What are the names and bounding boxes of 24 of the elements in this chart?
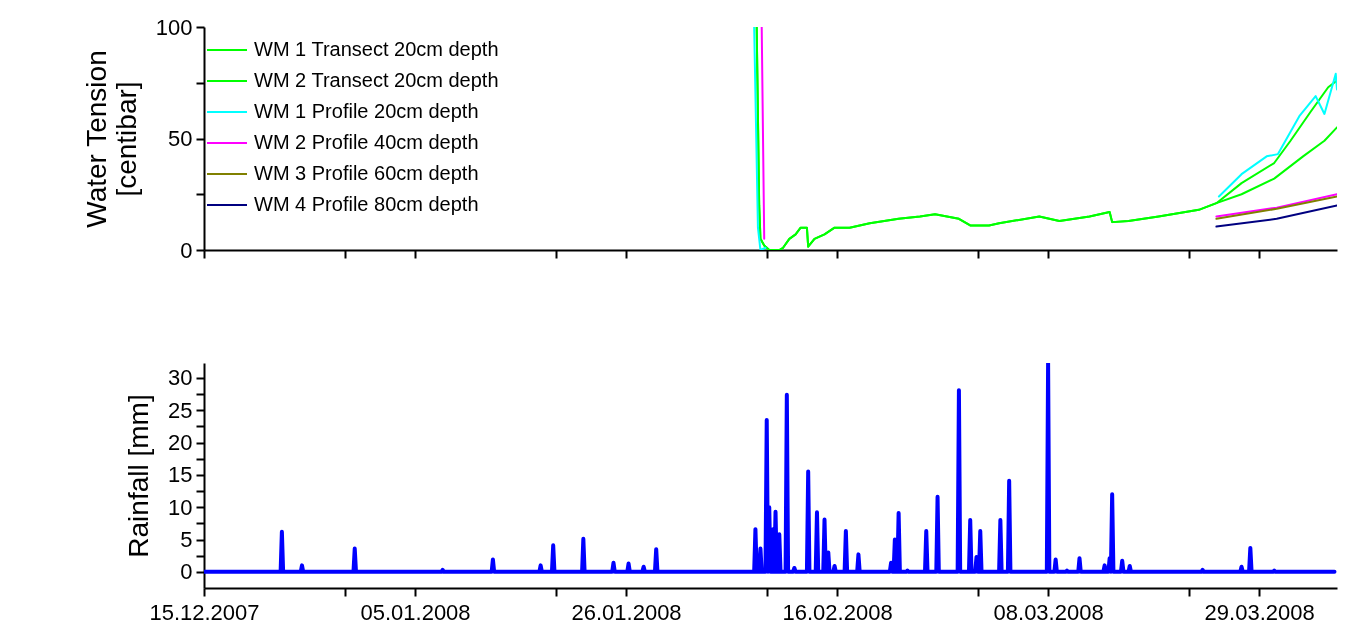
legend-label: WM 1 Transect 20cm depth bbox=[254, 38, 499, 60]
y-tick-label: 0 bbox=[180, 559, 193, 585]
y-axis-title: Water Tension [centibar] bbox=[80, 50, 142, 228]
x-tick-label: 05.01.2008 bbox=[360, 599, 471, 625]
legend-label: WM 2 Profile 40cm depth bbox=[254, 131, 479, 153]
legend-label: WM 3 Profile 60cm depth bbox=[254, 162, 479, 184]
y-tick-label: 5 bbox=[180, 527, 193, 553]
x-tick-label: 16.02.2008 bbox=[782, 599, 893, 625]
y-tick-label: 25 bbox=[168, 397, 193, 423]
y-axis-title: Rainfall [mm] bbox=[123, 394, 155, 558]
y-tick-label: 100 bbox=[155, 14, 193, 40]
y-tick-label: 20 bbox=[168, 430, 193, 456]
y-tick-label: 30 bbox=[168, 365, 193, 391]
y-tick-label: 0 bbox=[180, 237, 193, 263]
x-tick-label: 29.03.2008 bbox=[1204, 599, 1315, 625]
x-tick-label: 26.01.2008 bbox=[571, 599, 682, 625]
y-tick-label: 50 bbox=[168, 126, 193, 151]
legend-label: WM 4 Profile 80cm depth bbox=[254, 193, 479, 215]
legend-label: WM 2 Transect 20cm depth bbox=[254, 69, 499, 91]
y-tick-label: 15 bbox=[168, 462, 193, 488]
x-tick-label: 15.12.2007 bbox=[149, 599, 260, 625]
legend-label: WM 1 Profile 20cm depth bbox=[254, 100, 479, 122]
y-tick-label: 10 bbox=[168, 494, 193, 520]
x-tick-label: 08.03.2008 bbox=[993, 599, 1104, 625]
